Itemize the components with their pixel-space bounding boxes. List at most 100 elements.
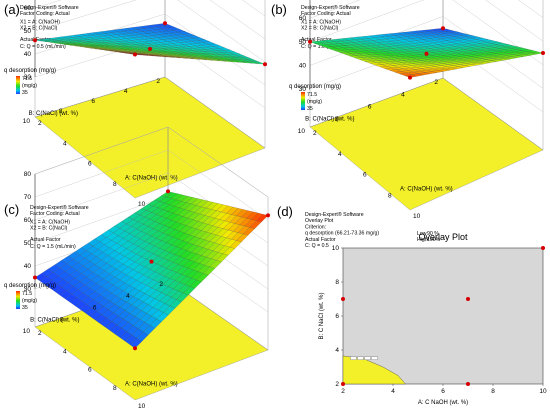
x-tick-label: 4 <box>338 151 342 158</box>
back-wall <box>309 0 444 128</box>
design-point <box>441 26 445 31</box>
info-line: Actual Factor <box>30 237 61 243</box>
x-tick-label: 8 <box>113 385 117 392</box>
criterion-high-label: High <box>417 237 428 243</box>
y-tick-label: 2 <box>156 78 160 85</box>
design-point <box>266 213 270 218</box>
design-point <box>133 346 137 351</box>
design-point <box>341 297 345 301</box>
info-line: Overlay Plot <box>305 218 334 224</box>
back-wall <box>442 0 544 151</box>
design-point <box>308 39 312 44</box>
z-tick-label: 60 <box>299 15 307 22</box>
criterion-high: 100% <box>427 237 441 243</box>
x-tick-label: 2 <box>341 388 345 395</box>
info-line: Factor Coding: Actual <box>30 211 80 217</box>
legend-unit: (mg/g) <box>22 83 37 89</box>
legend-min: 35 <box>22 305 28 311</box>
z-gridline <box>309 0 544 65</box>
legend-min: 35 <box>307 106 313 112</box>
info-line: C: Q = 1.5 (mL/min) <box>30 244 76 250</box>
x-tick-label: 10 <box>138 201 146 208</box>
legend-unit: (mg/g) <box>307 99 322 105</box>
design-point <box>166 189 170 194</box>
design-point <box>33 38 37 43</box>
info-line: X2 = B: C(NaCl) <box>301 26 339 32</box>
design-point <box>541 246 545 250</box>
z-gridline <box>34 0 266 40</box>
color-legend-bar <box>16 76 20 94</box>
y-axis-title: B: C(NaCl) (wt. %) <box>305 117 354 123</box>
design-point <box>263 62 267 67</box>
x-tick-label: 6 <box>88 367 92 374</box>
panel-label: (d) <box>277 204 293 219</box>
y-tick-label: 10 <box>23 328 31 335</box>
panel-label: (a) <box>4 2 20 17</box>
info-line: Design-Expert® Software <box>20 4 79 11</box>
info-line: C: Q = 0.5 (mL/min) <box>20 44 66 50</box>
info-line: Criterion: <box>305 224 326 230</box>
info-line: X1 = A: C(NaOH) <box>30 219 70 225</box>
y-tick-label: 2 <box>159 281 163 288</box>
x-tick-label: 8 <box>491 388 495 395</box>
x-axis-title: A: C(NaOH) (wt. %) <box>125 382 178 388</box>
y-tick-label: 2 <box>335 381 339 388</box>
y-tick-label: 10 <box>332 245 340 252</box>
z-axis-title: q desorption (mg/g) <box>4 283 56 289</box>
x-tick-label: 2 <box>313 130 317 137</box>
legend-max: 71.5 <box>307 92 317 98</box>
criterion-low: 90 % <box>427 231 439 237</box>
info-line: X1 = A: C(NaOH) <box>301 19 341 25</box>
y-tick-label: 6 <box>93 305 97 312</box>
design-point <box>408 75 412 80</box>
y-tick-label: 4 <box>335 347 339 354</box>
z-tick-label: 40 <box>299 62 307 69</box>
x-tick-label: 8 <box>388 192 392 199</box>
feasible-region <box>342 355 406 385</box>
info-line: q desorption (66.21-73.36 mg/g) <box>305 231 379 237</box>
plot-area <box>342 247 544 385</box>
z-gridline <box>34 0 266 63</box>
x-axis-title: A: C NaOH (wt. %) <box>418 400 468 406</box>
info-line: Actual Factor <box>305 237 336 243</box>
legend-unit: (mg/g) <box>22 298 37 304</box>
x-tick-label: 6 <box>441 388 445 395</box>
design-point <box>133 52 137 57</box>
y-tick-label: 4 <box>401 91 405 98</box>
x-tick-label: 2 <box>38 330 42 337</box>
design-point <box>466 297 470 301</box>
y-tick-label: 2 <box>434 79 438 86</box>
design-point <box>33 275 37 280</box>
y-tick-label: 10 <box>23 118 31 125</box>
info-line: X2 = B: C(NaCl) <box>30 226 68 232</box>
info-line: Design-Expert® Software <box>301 4 360 11</box>
y-axis-title: B: C(NaCl) (wt. %) <box>30 318 79 324</box>
legend-max: 71.5 <box>22 291 32 297</box>
z-tick-label: 40 <box>24 263 32 270</box>
y-tick-label: 10 <box>298 128 306 135</box>
flag-box <box>350 356 357 360</box>
z-tick-label: 50 <box>299 39 307 46</box>
panel-label: (b) <box>271 2 287 17</box>
y-tick-label: 6 <box>368 104 372 111</box>
z-gridline <box>34 149 269 221</box>
panel-label: (c) <box>4 202 19 217</box>
flag-box <box>371 356 378 360</box>
x-tick-label: 10 <box>413 213 421 220</box>
info-line: Design-Expert® Software <box>30 204 89 211</box>
y-tick-label: 8 <box>335 116 339 123</box>
back-wall <box>34 0 166 118</box>
y-tick-label: 6 <box>91 98 95 105</box>
z-tick-label: 70 <box>24 194 32 201</box>
z-tick-label: 80 <box>24 171 32 178</box>
y-tick-label: 8 <box>59 108 63 115</box>
y-tick-label: 8 <box>335 279 339 286</box>
z-tick-label: 60 <box>24 217 32 224</box>
z-tick-label: 60 <box>24 5 32 12</box>
y-axis-title: B: C NaCl (wt. %) <box>319 292 325 339</box>
x-tick-label: 4 <box>63 140 67 147</box>
z-tick-label: 30 <box>24 74 32 81</box>
color-legend-bar <box>301 92 305 110</box>
